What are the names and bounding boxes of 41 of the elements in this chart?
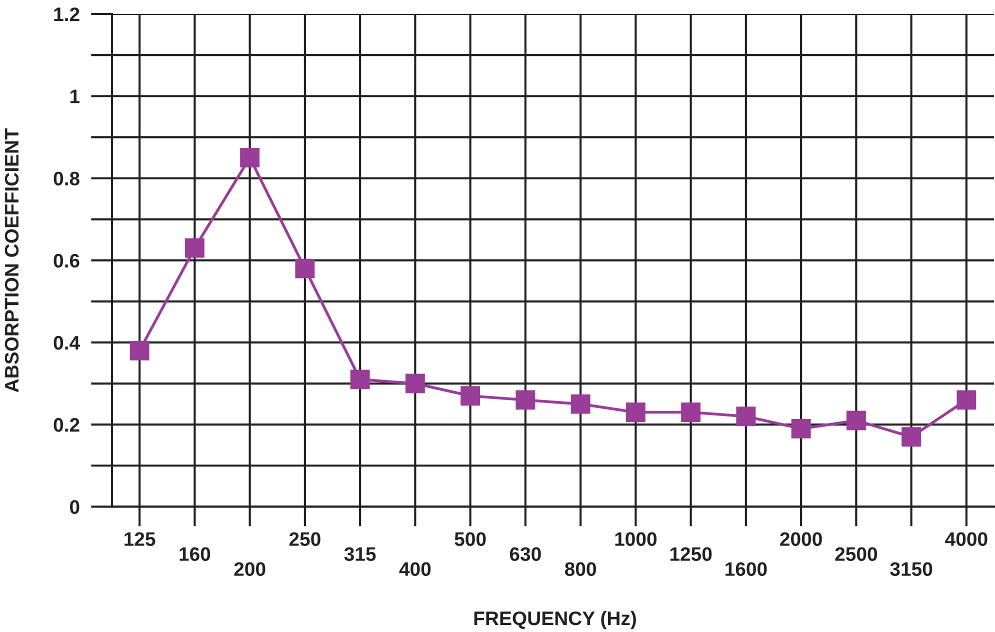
x-tick-label: 315 [344,547,376,562]
point [350,370,370,390]
point [130,340,150,360]
point [626,402,646,422]
y-tick-label: 0 [70,500,80,514]
x-tick-label: 800 [564,562,596,576]
x-tick-label: 4000 [945,532,988,546]
x-tick-label: 2500 [835,547,878,561]
point [240,148,260,168]
y-tick-label: 1 [70,90,80,104]
x-tick-label: 1600 [726,562,767,576]
y-axis-title: ABSORPTION COEFFICIENT [4,128,19,392]
x-tick-label: 400 [399,562,431,576]
x-tick-label: 3150 [890,562,932,576]
point [846,410,866,430]
y-tick-label: 0.2 [54,418,80,432]
point [791,418,811,438]
point [681,402,701,422]
x-tick-label: 200 [234,562,266,576]
x-tick-label: 125 [124,532,156,546]
point [460,386,480,406]
point [956,390,976,410]
point [570,394,590,414]
y-tick-label: 0.6 [54,254,80,268]
point [184,238,204,258]
y-tick-label: 0.8 [54,172,80,186]
point [902,427,922,447]
x-tick-label: 160 [180,547,210,561]
x-tick-label: 1250 [670,547,712,561]
point [736,406,756,426]
y-tick-label: 1.2 [54,7,80,22]
y-tick-label: 0.4 [54,336,80,350]
x-tick-label: 500 [454,532,486,546]
x-tick-label: 630 [510,547,541,562]
x-tick-label: 2000 [780,532,822,546]
point [405,374,425,394]
point [516,390,536,410]
x-axis-title: FREQUENCY (Hz) [474,610,636,630]
x-tick-label: 1000 [615,532,657,546]
point [295,258,315,278]
x-tick-label: 250 [289,532,320,546]
